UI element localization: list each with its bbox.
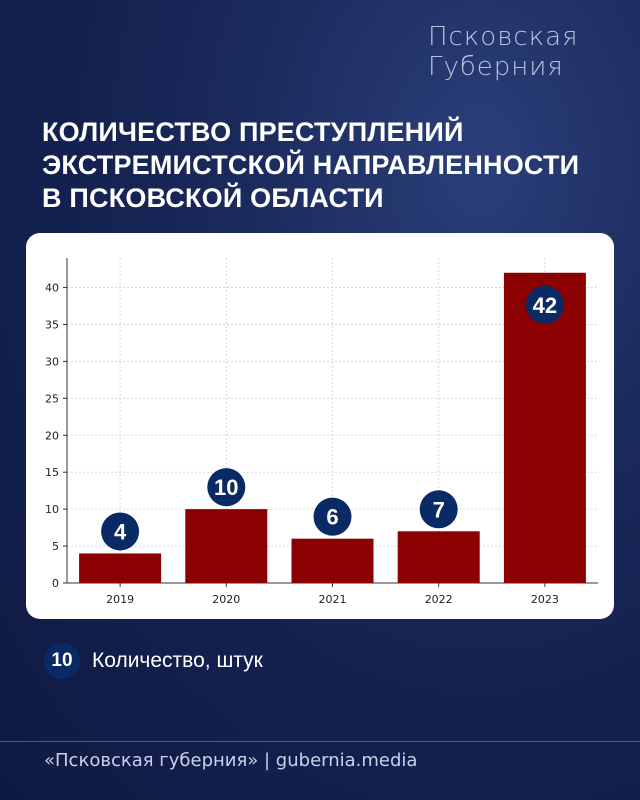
- y-tick-label: 30: [45, 355, 59, 368]
- y-tick-label: 20: [45, 429, 59, 442]
- brand-logo: Псковская Губерния: [428, 22, 578, 82]
- y-tick-label: 5: [52, 540, 59, 553]
- brand-line-2: Губерния: [428, 52, 564, 82]
- y-tick-label: 25: [45, 392, 59, 405]
- x-tick-label: 2021: [319, 593, 347, 606]
- bar-2020: [185, 509, 268, 583]
- y-tick-label: 0: [52, 577, 59, 590]
- data-label-badge: [101, 512, 140, 551]
- x-tick-label: 2020: [212, 593, 240, 606]
- x-tick-label: 2019: [106, 593, 134, 606]
- legend: 10 Количество, штук: [44, 643, 263, 679]
- y-tick-label: 40: [45, 282, 59, 295]
- footer-divider: [0, 741, 640, 742]
- bar-2023: [503, 272, 586, 583]
- x-tick-label: 2023: [531, 593, 559, 606]
- footer-credit: «Псковская губерния» | gubernia.media: [44, 750, 418, 771]
- data-label: 4: [114, 519, 127, 544]
- y-tick-label: 15: [45, 466, 59, 479]
- data-label-badge: [525, 285, 564, 324]
- bar-2019: [79, 553, 162, 583]
- y-tick-label: 35: [45, 318, 59, 331]
- legend-label: Количество, штук: [92, 649, 263, 672]
- data-label: 7: [433, 497, 445, 522]
- data-label-badge: [419, 490, 458, 529]
- data-label: 42: [533, 293, 557, 318]
- y-tick-label: 10: [45, 503, 59, 516]
- data-label: 6: [326, 505, 338, 530]
- title-line-3: В ПСКОВСКОЙ ОБЛАСТИ: [42, 183, 384, 213]
- chart-title: КОЛИЧЕСТВО ПРЕСТУПЛЕНИЙ ЭКСТРЕМИСТСКОЙ Н…: [42, 116, 602, 215]
- x-tick-label: 2022: [425, 593, 453, 606]
- title-line-1: КОЛИЧЕСТВО ПРЕСТУПЛЕНИЙ: [42, 117, 464, 147]
- legend-badge: 10: [44, 643, 80, 679]
- chart-card: 0 5 10 15 20 25 30 35 40 2019 4 2020 10 2021 6 2022 7 202…: [26, 233, 614, 619]
- data-label-badge: [313, 497, 352, 536]
- bar-chart: 0 5 10 15 20 25 30 35 40 2019 4 2020 10 2021 6 2022 7 202…: [45, 258, 598, 606]
- title-line-2: ЭКСТРЕМИСТСКОЙ НАПРАВЛЕННОСТИ: [42, 150, 580, 180]
- brand-line-1: Псковская: [428, 22, 579, 52]
- data-label-badge: [207, 468, 246, 507]
- data-label: 10: [214, 475, 238, 500]
- bar-2021: [291, 538, 374, 583]
- bar-2022: [397, 531, 480, 583]
